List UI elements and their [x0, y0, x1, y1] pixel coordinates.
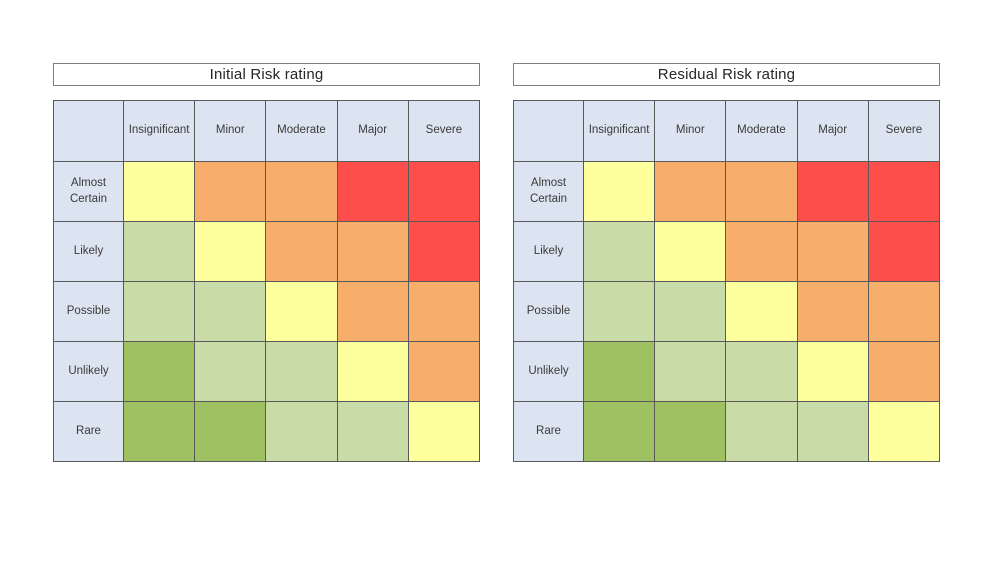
risk-cell-green [654, 401, 727, 462]
matrix-row-unlikely: Unlikely [53, 341, 481, 402]
row-header-unlikely: Unlikely [53, 341, 124, 402]
risk-cell-lightgreen [194, 341, 267, 402]
row-header-almost-certain: Almost Certain [513, 161, 584, 222]
risk-cell-lightgreen [122, 221, 196, 282]
initial-risk-title: Initial Risk rating [209, 66, 324, 83]
matrix-row-likely: Likely [53, 221, 481, 282]
column-header-major: Major [336, 100, 409, 162]
row-header-unlikely: Unlikely [513, 341, 584, 402]
risk-cell-lightgreen [265, 401, 338, 462]
matrix-row-almost-certain: Almost Certain [53, 161, 481, 222]
risk-cell-yellow [265, 281, 338, 342]
risk-cell-orange [407, 341, 481, 402]
matrix-row-likely: Likely [513, 221, 941, 282]
risk-cell-orange [867, 341, 941, 402]
matrix-row-possible: Possible [53, 281, 481, 342]
initial-risk-panel: Initial Risk rating Insignificant Minor Mo… [53, 63, 481, 462]
column-header-severe: Severe [407, 100, 481, 162]
risk-cell-lightgreen [122, 281, 196, 342]
risk-cell-green [582, 401, 656, 462]
risk-cell-green [194, 401, 267, 462]
risk-cell-green [582, 341, 656, 402]
risk-cell-orange [265, 161, 338, 222]
column-header-minor: Minor [654, 100, 727, 162]
risk-cell-yellow [725, 281, 798, 342]
risk-cell-lightgreen [725, 341, 798, 402]
risk-cell-yellow [867, 401, 941, 462]
risk-cell-orange [336, 221, 409, 282]
risk-cell-red [867, 161, 941, 222]
matrix-row-rare: Rare [513, 401, 941, 462]
row-header-likely: Likely [53, 221, 124, 282]
column-header-moderate: Moderate [265, 100, 338, 162]
risk-cell-yellow [582, 161, 656, 222]
risk-cell-yellow [122, 161, 196, 222]
risk-cell-lightgreen [265, 341, 338, 402]
risk-cell-orange [867, 281, 941, 342]
risk-cell-yellow [194, 221, 267, 282]
matrix-row-possible: Possible [513, 281, 941, 342]
risk-cell-orange [796, 221, 869, 282]
initial-risk-matrix: Insignificant Minor Moderate Major Severe Alm… [53, 100, 481, 462]
matrix-row-rare: Rare [53, 401, 481, 462]
row-header-likely: Likely [513, 221, 584, 282]
risk-cell-lightgreen [582, 281, 656, 342]
column-header-row: Insignificant Minor Moderate Major Severe [53, 100, 481, 162]
risk-cell-orange [725, 221, 798, 282]
risk-cell-orange [654, 161, 727, 222]
column-header-major: Major [796, 100, 869, 162]
corner-cell [53, 100, 124, 162]
column-header-row: Insignificant Minor Moderate Major Severe [513, 100, 941, 162]
residual-risk-title-box: Residual Risk rating [513, 63, 940, 86]
risk-cell-orange [194, 161, 267, 222]
column-header-insignificant: Insignificant [122, 100, 196, 162]
risk-cell-red [407, 161, 481, 222]
risk-cell-orange [407, 281, 481, 342]
column-header-severe: Severe [867, 100, 941, 162]
risk-cell-orange [796, 281, 869, 342]
row-header-rare: Rare [513, 401, 584, 462]
row-header-rare: Rare [53, 401, 124, 462]
risk-cell-yellow [796, 341, 869, 402]
column-header-moderate: Moderate [725, 100, 798, 162]
risk-cell-red [796, 161, 869, 222]
risk-cell-lightgreen [194, 281, 267, 342]
risk-cell-red [407, 221, 481, 282]
column-header-insignificant: Insignificant [582, 100, 656, 162]
risk-cell-yellow [336, 341, 409, 402]
corner-cell [513, 100, 584, 162]
risk-cell-lightgreen [725, 401, 798, 462]
column-header-minor: Minor [194, 100, 267, 162]
risk-cell-lightgreen [654, 281, 727, 342]
risk-cell-yellow [407, 401, 481, 462]
residual-risk-matrix: Insignificant Minor Moderate Major Severe Alm… [513, 100, 941, 462]
risk-cell-green [122, 341, 196, 402]
risk-cell-orange [336, 281, 409, 342]
risk-cell-red [336, 161, 409, 222]
risk-cell-red [867, 221, 941, 282]
matrix-row-unlikely: Unlikely [513, 341, 941, 402]
risk-cell-lightgreen [336, 401, 409, 462]
row-header-possible: Possible [513, 281, 584, 342]
risk-cell-yellow [654, 221, 727, 282]
risk-cell-lightgreen [582, 221, 656, 282]
risk-cell-lightgreen [654, 341, 727, 402]
row-header-almost-certain: Almost Certain [53, 161, 124, 222]
residual-risk-title: Residual Risk rating [657, 66, 796, 83]
risk-cell-orange [725, 161, 798, 222]
risk-cell-lightgreen [796, 401, 869, 462]
initial-risk-title-box: Initial Risk rating [53, 63, 480, 86]
residual-risk-panel: Residual Risk rating Insignificant Minor M… [513, 63, 941, 462]
row-header-possible: Possible [53, 281, 124, 342]
risk-cell-orange [265, 221, 338, 282]
matrix-row-almost-certain: Almost Certain [513, 161, 941, 222]
risk-cell-green [122, 401, 196, 462]
